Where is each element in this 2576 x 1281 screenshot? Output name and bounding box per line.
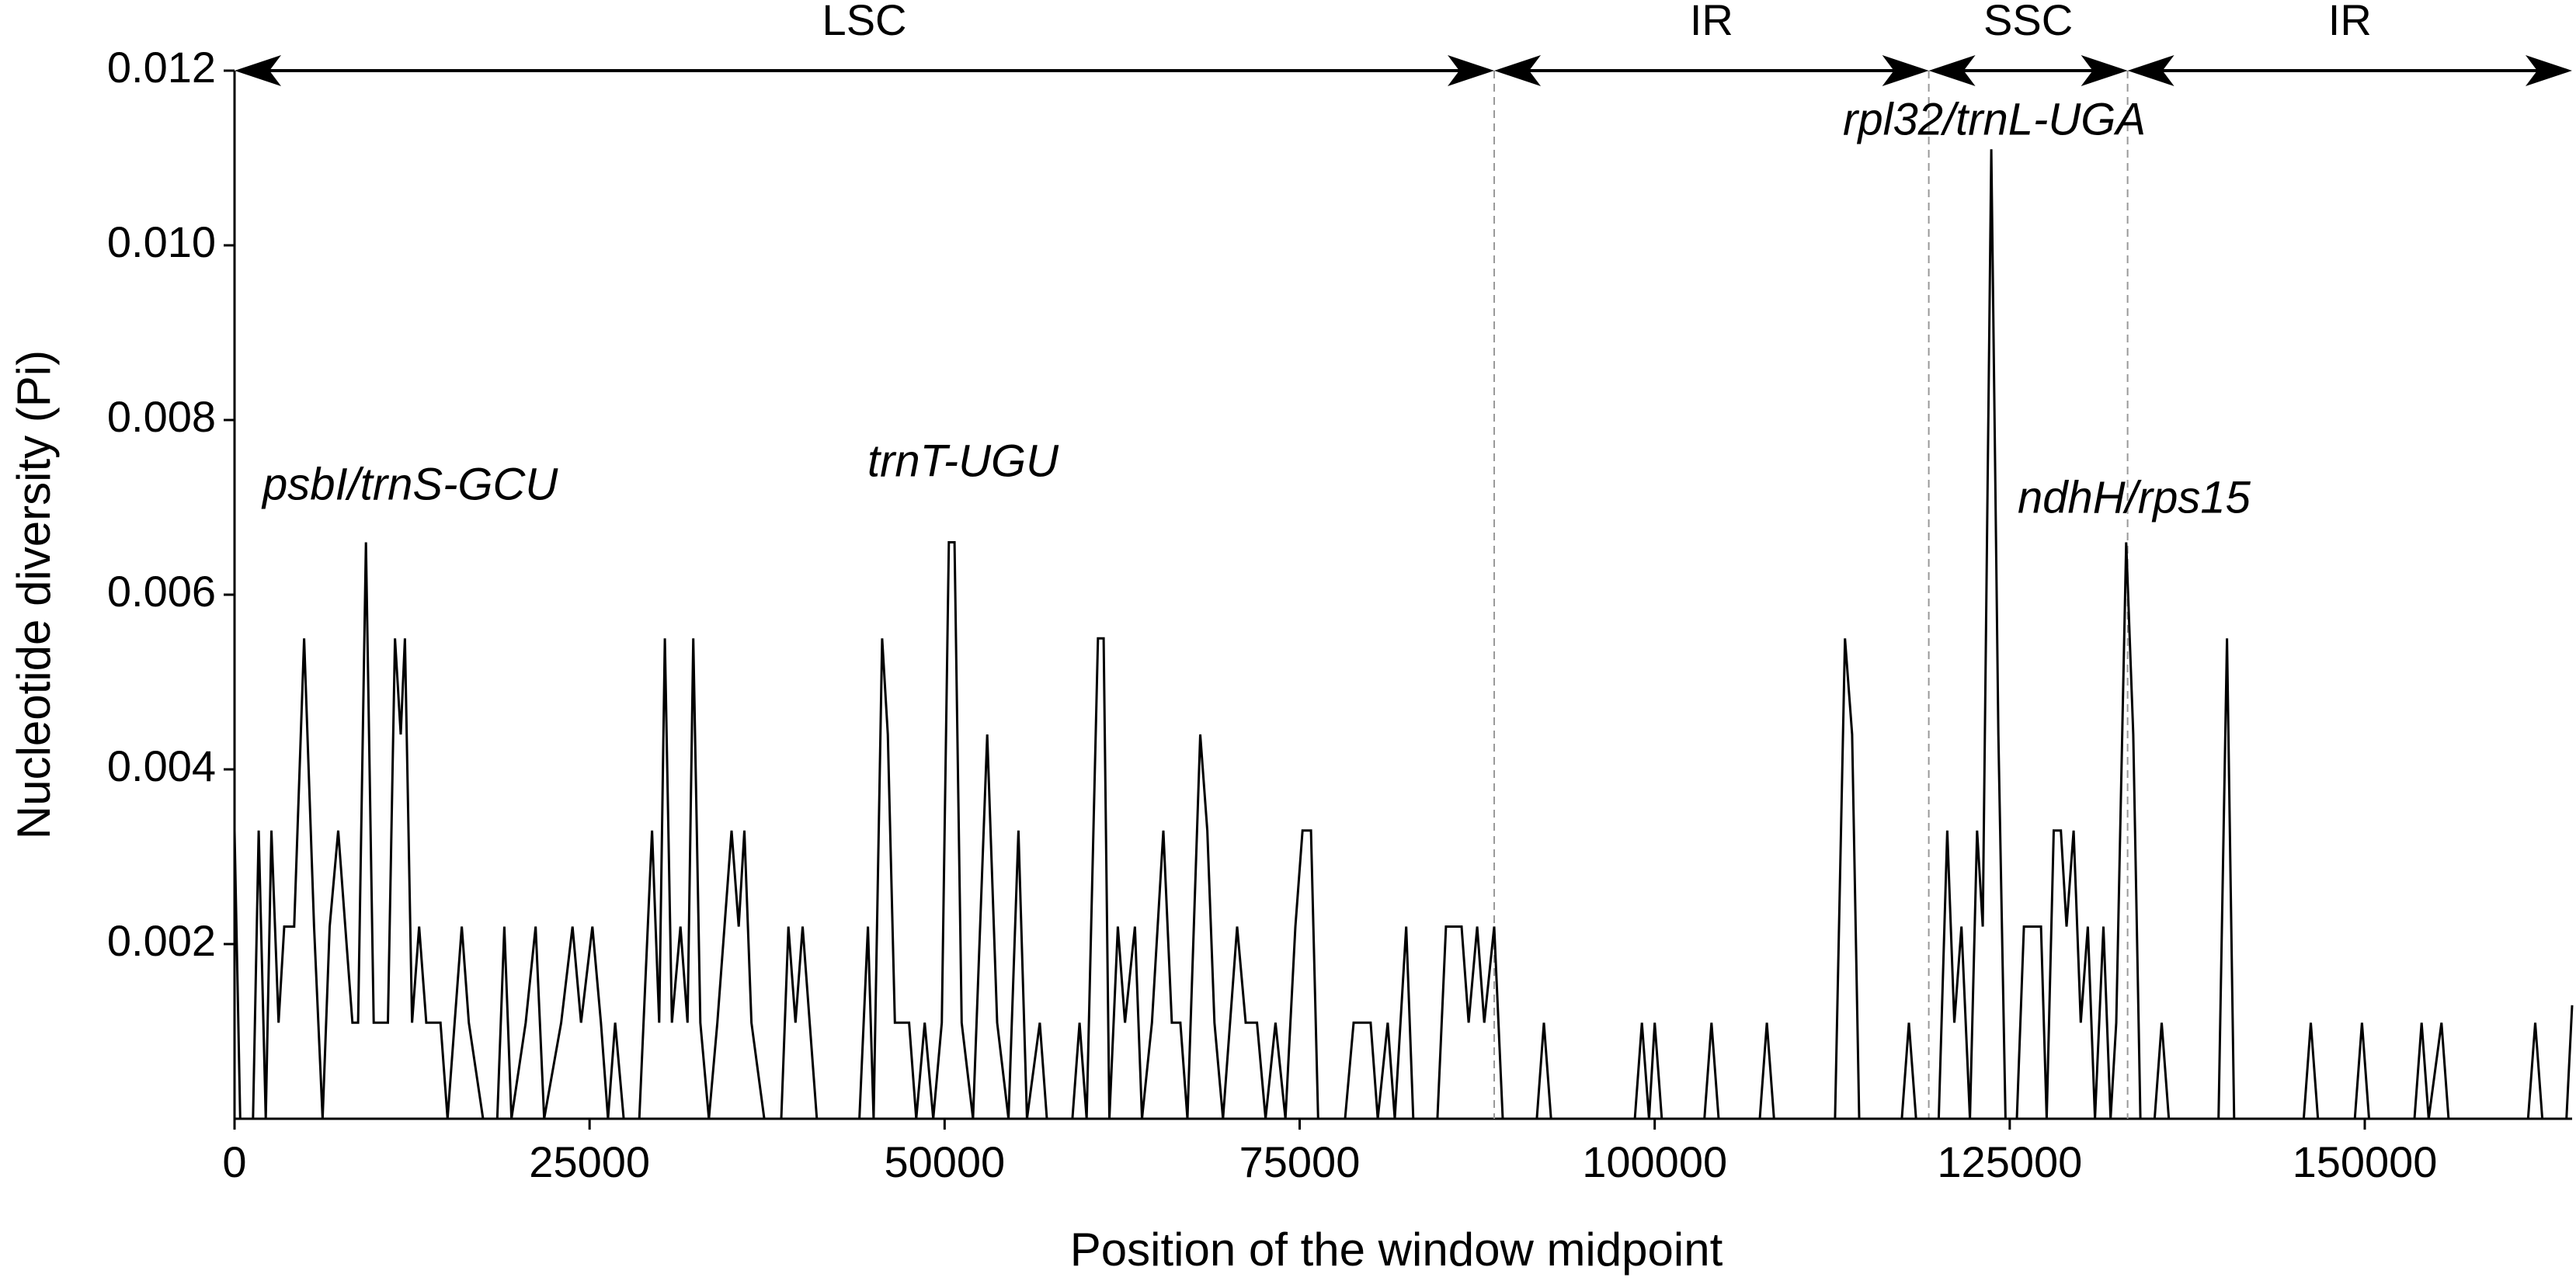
- x-tick-label: 125000: [1937, 1137, 2082, 1186]
- region-label: IR: [1690, 0, 1733, 44]
- annotation: rpl32/trnL-UGA: [1843, 94, 2146, 144]
- x-tick-label: 150000: [2293, 1137, 2438, 1186]
- region-label: LSC: [822, 0, 907, 44]
- arrow-head: [1494, 55, 1542, 86]
- y-tick-label: 0.010: [107, 217, 216, 266]
- data-line: [233, 149, 2574, 1120]
- annotation: ndhH/rps15: [2018, 472, 2251, 522]
- y-tick-label: 0.002: [107, 916, 216, 965]
- y-tick-label: 0.012: [107, 43, 216, 92]
- annotation: psbI/trnS-GCU: [261, 459, 558, 509]
- region-label: SSC: [1983, 0, 2073, 44]
- y-tick-label: 0.006: [107, 567, 216, 616]
- arrow-head: [1928, 55, 1976, 86]
- region-label: IR: [2328, 0, 2372, 44]
- x-tick-label: 50000: [884, 1137, 1005, 1186]
- annotation: trnT-UGU: [867, 436, 1059, 486]
- y-axis-title: Nucleotide diversity (Pi): [8, 350, 60, 839]
- arrow-head: [2127, 55, 2174, 86]
- y-tick-label: 0.008: [107, 392, 216, 441]
- arrow-head: [1448, 55, 1495, 86]
- y-tick-label: 0.004: [107, 741, 216, 790]
- arrow-head: [2081, 55, 2128, 86]
- x-axis-title: Position of the window midpoint: [1070, 1224, 1723, 1276]
- x-tick-label: 100000: [1582, 1137, 1727, 1186]
- x-tick-label: 75000: [1239, 1137, 1361, 1186]
- x-tick-label: 0: [222, 1137, 246, 1186]
- x-tick-label: 25000: [529, 1137, 650, 1186]
- arrow-head: [2526, 55, 2572, 86]
- arrow-head: [1882, 55, 1929, 86]
- arrow-head: [235, 55, 281, 86]
